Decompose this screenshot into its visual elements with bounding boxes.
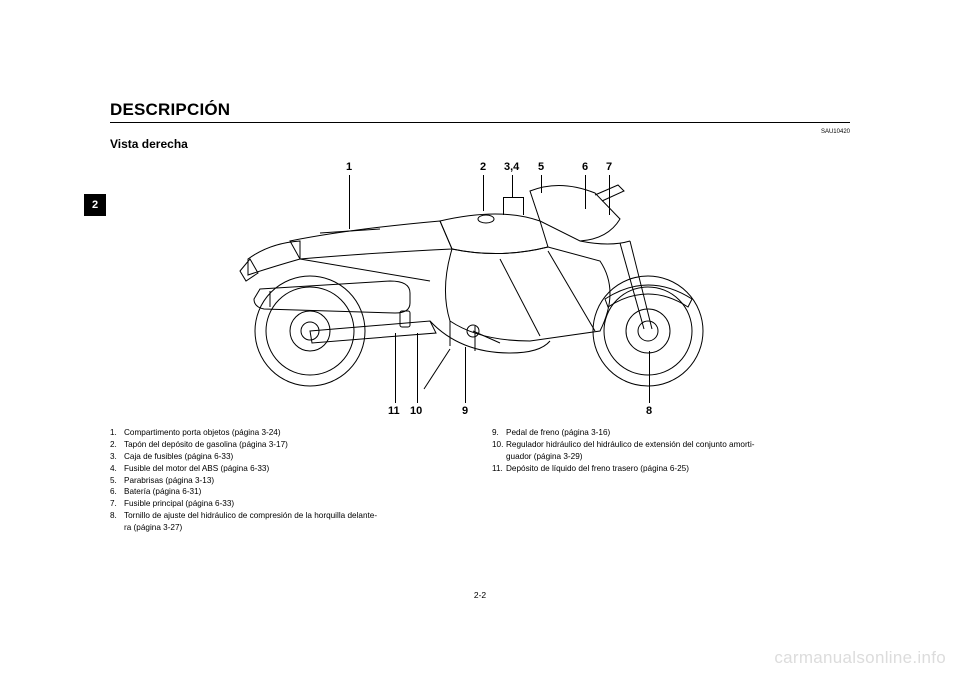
page-number: 2-2 [110, 590, 850, 600]
leader-8 [649, 351, 650, 403]
callout-11: 11 [388, 405, 400, 417]
legend-item: 2.Tapón del depósito de gasolina (página… [110, 439, 468, 451]
leader-11 [395, 333, 396, 403]
callout-1: 1 [346, 161, 352, 173]
document-code: SAU10420 [110, 129, 850, 135]
section-title: DESCRIPCIÓN [110, 100, 230, 120]
legend-item: 8.Tornillo de ajuste del hidráulico de c… [110, 510, 468, 522]
callout-6: 6 [582, 161, 588, 173]
leader-10 [417, 333, 418, 403]
callout-2: 2 [480, 161, 486, 173]
legend-item: 4.Fusible del motor del ABS (página 6-33… [110, 463, 468, 475]
callout-8: 8 [646, 405, 652, 417]
legend-item-cont: ra (página 3-27) [110, 522, 468, 534]
callout-9: 9 [462, 405, 468, 417]
chapter-number: 2 [92, 199, 98, 211]
legend-item: 7.Fusible principal (página 6-33) [110, 498, 468, 510]
figure-title: Vista derecha [110, 137, 850, 151]
watermark: carmanualsonline.info [774, 648, 946, 668]
legend-item: 11.Depósito de líquido del freno trasero… [492, 463, 850, 475]
legend: 1.Compartimento porta objetos (página 3-… [110, 427, 850, 534]
legend-item: 3.Caja de fusibles (página 6-33) [110, 451, 468, 463]
legend-item: 9.Pedal de freno (página 3-16) [492, 427, 850, 439]
motorcycle-diagram [200, 181, 760, 401]
figure-area: 1 2 3,4 5 6 7 [200, 161, 760, 421]
chapter-tab: 2 [84, 194, 106, 216]
callout-10: 10 [410, 405, 422, 417]
legend-item: 1.Compartimento porta objetos (página 3-… [110, 427, 468, 439]
callout-3-4: 3,4 [504, 161, 519, 173]
legend-item: 10.Regulador hidráulico del hidráulico d… [492, 439, 850, 451]
legend-item: 6.Batería (página 6-31) [110, 486, 468, 498]
legend-right: 9.Pedal de freno (página 3-16) 10.Regula… [492, 427, 850, 534]
leader-9 [465, 347, 466, 403]
callout-7: 7 [606, 161, 612, 173]
legend-item-cont: guador (página 3-29) [492, 451, 850, 463]
callout-5: 5 [538, 161, 544, 173]
legend-item: 5.Parabrisas (página 3-13) [110, 475, 468, 487]
legend-left: 1.Compartimento porta objetos (página 3-… [110, 427, 468, 534]
manual-page: 2 DESCRIPCIÓN SAU10420 Vista derecha 1 2… [110, 100, 850, 600]
page-header: DESCRIPCIÓN [110, 100, 850, 123]
